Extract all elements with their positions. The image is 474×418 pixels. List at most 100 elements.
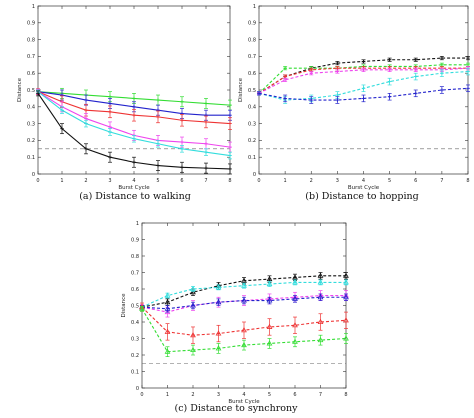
data-point xyxy=(84,98,88,102)
series-5 xyxy=(139,305,349,357)
data-point xyxy=(190,346,196,353)
data-point xyxy=(292,274,298,280)
data-point xyxy=(241,341,247,348)
data-point xyxy=(335,98,340,102)
data-point xyxy=(317,279,324,285)
y-tick-label: 0.7 xyxy=(248,54,256,60)
data-point xyxy=(241,297,247,303)
data-point xyxy=(335,69,340,74)
data-point xyxy=(466,63,470,67)
data-point xyxy=(190,289,196,295)
data-point xyxy=(266,340,273,346)
data-point xyxy=(257,91,261,96)
data-point xyxy=(180,140,184,144)
data-point xyxy=(132,160,136,165)
y-tick-label: 0.2 xyxy=(27,138,35,144)
data-point xyxy=(317,272,324,278)
panel-caption: (a) Distance to walking xyxy=(79,191,191,202)
data-point xyxy=(266,323,273,329)
data-point xyxy=(266,275,273,282)
data-point xyxy=(413,57,418,62)
data-point xyxy=(204,141,208,146)
x-tick-label: 5 xyxy=(388,178,391,184)
data-point xyxy=(361,96,366,101)
data-point xyxy=(108,125,112,129)
data-point xyxy=(335,61,340,65)
data-point xyxy=(156,98,160,102)
x-tick-label: 4 xyxy=(242,392,245,398)
y-tick-label: 0.6 xyxy=(131,287,139,293)
y-tick-label: 0.7 xyxy=(27,54,35,60)
x-tick-label: 6 xyxy=(180,178,183,184)
data-point xyxy=(292,279,298,285)
data-point xyxy=(317,294,324,300)
data-point xyxy=(108,155,112,159)
data-point xyxy=(164,348,171,354)
x-tick-label: 8 xyxy=(228,178,231,184)
data-point xyxy=(228,145,232,149)
y-tick-label: 0.4 xyxy=(131,320,139,326)
data-point xyxy=(164,298,171,305)
x-tick-label: 1 xyxy=(60,178,63,184)
x-tick-label: 0 xyxy=(36,178,39,184)
data-point xyxy=(204,120,208,124)
y-tick-label: 0.1 xyxy=(27,155,35,161)
data-point xyxy=(228,167,232,171)
data-point xyxy=(283,78,287,82)
x-tick-label: 3 xyxy=(336,178,339,184)
data-point xyxy=(132,113,136,117)
y-tick-label: 1 xyxy=(253,4,256,10)
panel-caption: (c) Distance to synchrony xyxy=(175,403,299,414)
x-axis-label: Burst Cycle xyxy=(228,399,260,405)
data-point xyxy=(387,79,392,84)
data-point xyxy=(413,91,418,96)
data-point xyxy=(283,66,287,70)
series-4 xyxy=(257,67,470,104)
y-axis-label: Distance xyxy=(238,77,244,102)
y-tick-label: 1 xyxy=(32,4,35,10)
y-tick-label: 0 xyxy=(253,172,256,178)
data-point xyxy=(317,318,324,324)
y-tick-label: 0.1 xyxy=(248,155,256,161)
data-point xyxy=(440,88,444,92)
y-tick-label: 0.4 xyxy=(27,105,35,111)
data-point xyxy=(156,141,160,146)
data-point xyxy=(387,68,392,72)
series-1 xyxy=(139,279,349,310)
panel-synchrony: 0 0.1 0.2 0.3 0.4 0.5 0.6 0.7 0.8 0.9 1 0 1 2 3 4 5 6 7 8 Bu… xyxy=(121,221,349,414)
series-line xyxy=(141,295,346,313)
data-point xyxy=(241,277,247,283)
data-point xyxy=(190,331,196,338)
x-tick-label: 1 xyxy=(166,392,169,398)
x-tick-label: 7 xyxy=(204,178,207,184)
y-tick-label: 0.5 xyxy=(27,88,35,94)
data-point xyxy=(440,71,444,75)
y-tick-label: 0.6 xyxy=(248,71,256,77)
series-5 xyxy=(36,90,232,175)
series-4 xyxy=(139,302,349,344)
data-point xyxy=(180,147,184,151)
data-point xyxy=(309,98,314,102)
series-5 xyxy=(257,84,470,104)
data-point xyxy=(190,302,196,308)
data-point xyxy=(266,280,273,287)
data-point xyxy=(84,147,88,151)
data-point xyxy=(180,165,184,170)
data-point xyxy=(317,336,324,343)
y-tick-label: 0.5 xyxy=(131,303,139,309)
data-point xyxy=(84,121,88,126)
data-point xyxy=(164,292,171,298)
x-tick-label: 5 xyxy=(268,392,271,398)
data-point xyxy=(84,116,88,121)
data-point xyxy=(309,68,314,72)
data-point xyxy=(156,163,160,168)
data-point xyxy=(361,86,366,91)
data-point xyxy=(228,103,232,107)
y-tick-label: 0 xyxy=(136,386,139,392)
x-tick-label: 7 xyxy=(319,392,322,398)
y-tick-label: 0.8 xyxy=(27,37,35,43)
x-axis-label: Burst Cycle xyxy=(118,185,150,191)
x-axis-label: Burst Cycle xyxy=(348,185,380,191)
x-tick-label: 4 xyxy=(362,178,365,184)
data-point xyxy=(283,74,287,79)
